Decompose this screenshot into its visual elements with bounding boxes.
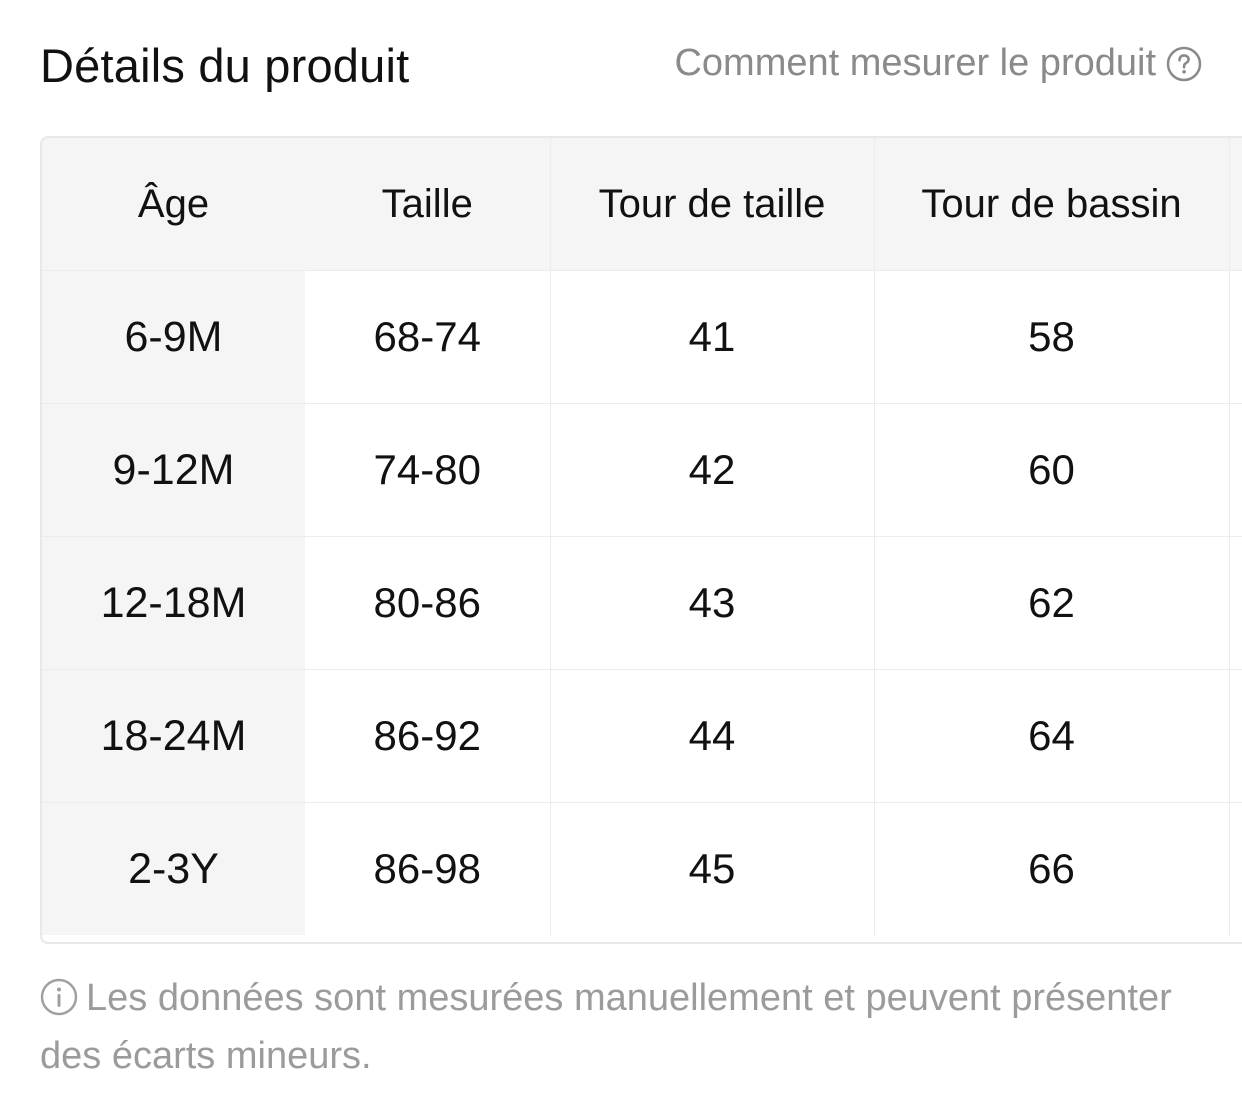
product-details-header: Détails du produit Comment mesurer le pr… <box>40 30 1202 100</box>
how-to-measure-label: Comment mesurer le produit <box>674 42 1156 84</box>
taille-cell: 68-74 <box>305 270 551 404</box>
column-header-age: Âge <box>42 138 305 271</box>
question-circle-icon <box>1166 46 1202 82</box>
overflow-cell <box>1229 270 1242 404</box>
table-row: 2-3Y 86-98 45 66 <box>42 802 1242 935</box>
size-table-container: Âge Taille Tour de taille Tour de bassin… <box>40 136 1242 944</box>
tour-de-taille-cell: 44 <box>550 669 875 803</box>
column-header-overflow <box>1229 138 1242 271</box>
tour-de-taille-cell: 41 <box>550 270 875 404</box>
table-row: 12-18M 80-86 43 62 <box>42 536 1242 670</box>
measurement-disclaimer: Les données sont mesurées manuellement e… <box>40 972 1200 1082</box>
tour-de-taille-cell: 43 <box>550 536 875 670</box>
taille-cell: 86-98 <box>305 802 551 935</box>
tour-de-bassin-cell: 64 <box>874 669 1230 803</box>
tour-de-bassin-cell: 60 <box>874 403 1230 537</box>
age-cell: 18-24M <box>42 669 305 803</box>
tour-de-taille-cell: 45 <box>550 802 875 935</box>
tour-de-bassin-cell: 58 <box>874 270 1230 404</box>
table-row: 9-12M 74-80 42 60 <box>42 403 1242 537</box>
size-table: Âge Taille Tour de taille Tour de bassin… <box>42 138 1242 935</box>
table-header-row: Âge Taille Tour de taille Tour de bassin <box>42 138 1242 271</box>
overflow-cell <box>1229 403 1242 537</box>
overflow-cell <box>1229 802 1242 935</box>
disclaimer-text: Les données sont mesurées manuellement e… <box>40 977 1172 1077</box>
age-cell: 9-12M <box>42 403 305 537</box>
tour-de-bassin-cell: 66 <box>874 802 1230 935</box>
how-to-measure-link[interactable]: Comment mesurer le produit <box>674 42 1202 85</box>
info-circle-icon <box>40 978 78 1030</box>
age-cell: 2-3Y <box>42 802 305 935</box>
table-row: 18-24M 86-92 44 64 <box>42 669 1242 803</box>
page-title: Détails du produit <box>40 39 410 92</box>
age-cell: 6-9M <box>42 270 305 404</box>
taille-cell: 80-86 <box>305 536 551 670</box>
taille-cell: 86-92 <box>305 669 551 803</box>
column-header-tour-de-taille: Tour de taille <box>550 138 875 271</box>
column-header-taille: Taille <box>305 138 551 271</box>
taille-cell: 74-80 <box>305 403 551 537</box>
overflow-cell <box>1229 669 1242 803</box>
table-row: 6-9M 68-74 41 58 <box>42 270 1242 404</box>
age-cell: 12-18M <box>42 536 305 670</box>
column-header-tour-de-bassin: Tour de bassin <box>874 138 1230 271</box>
tour-de-bassin-cell: 62 <box>874 536 1230 670</box>
tour-de-taille-cell: 42 <box>550 403 875 537</box>
overflow-cell <box>1229 536 1242 670</box>
